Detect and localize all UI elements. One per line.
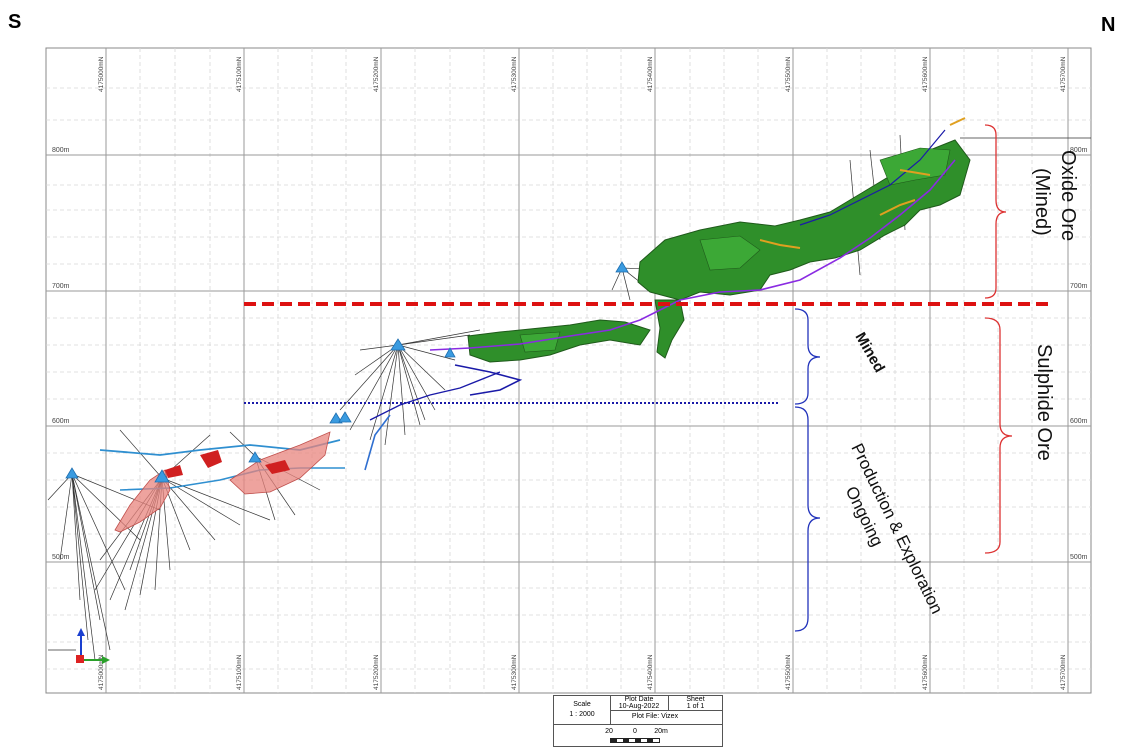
northing-top-label: 4175600mN: [922, 56, 929, 92]
oxide-brace: [984, 124, 1007, 299]
scale-cell: Scale 1 : 2000: [554, 696, 611, 725]
drill-traces: [47, 134, 1091, 661]
scale-bar: 20 0 20m: [554, 725, 722, 746]
collar-triangle: [154, 469, 170, 483]
plot-file-cell: Plot File: Vizex: [610, 711, 722, 725]
oxide-ore-body: [467, 139, 971, 363]
northing-bottom-label: 4175100mN: [236, 654, 243, 690]
elevation-right-label: 600m: [1070, 418, 1088, 425]
north-label: N: [1101, 14, 1116, 36]
scalebar-graphic: [610, 738, 660, 743]
northing-bottom-label: 4175700mN: [1060, 654, 1067, 690]
elevation-left-label: 800m: [52, 147, 70, 154]
elevation-left-label: 700m: [52, 283, 70, 290]
elevation-left-label: 500m: [52, 554, 70, 561]
collar-triangle: [65, 467, 79, 479]
northing-bottom-label: 4175600mN: [922, 654, 929, 690]
oxide-ore-annotation: Oxide Ore (Mined): [1031, 150, 1079, 247]
northing-top-label: 4175100mN: [236, 56, 243, 92]
plot-date-value: 10-Aug-2022: [618, 703, 660, 710]
sheet-cell: Sheet 1 of 1: [669, 696, 722, 711]
northing-top-label: 4175700mN: [1060, 56, 1067, 92]
drill-collars: [65, 261, 629, 483]
elevation-right-label: 700m: [1070, 283, 1088, 290]
scalebar-label: 20: [605, 728, 613, 735]
collar-triangle: [615, 261, 629, 273]
title-block: Scale 1 : 2000 Plot Date 10-Aug-2022 She…: [553, 695, 723, 747]
northing-top-label: 4175200mN: [373, 56, 380, 92]
sulphide-ore-body: [114, 431, 331, 533]
plot-date-label: Plot Date: [624, 696, 654, 703]
axis-triad-icon: [76, 628, 110, 664]
northing-bottom-label: 4175400mN: [647, 654, 654, 690]
northing-bottom-label: 4175300mN: [511, 654, 518, 690]
collar-triangle: [248, 451, 262, 463]
south-label: S: [8, 11, 22, 33]
elevation-left-label: 600m: [52, 418, 70, 425]
sheet-value: 1 of 1: [686, 703, 705, 710]
plot-file: Plot File: Vizex: [631, 713, 679, 720]
northing-top-label: 4175500mN: [785, 56, 792, 92]
plot-frame: [45, 47, 1092, 694]
sulphide-ore-annotation: Sulphide Ore: [1033, 344, 1055, 461]
plot-date-cell: Plot Date 10-Aug-2022: [610, 696, 669, 711]
scale-value: 1 : 2000: [569, 711, 595, 718]
elevation-right-label: 800m: [1070, 147, 1088, 154]
northing-bottom-label: 4175000mN: [98, 654, 105, 690]
northing-bottom-label: 4175500mN: [785, 654, 792, 690]
major-grid: [46, 48, 1091, 693]
northing-top-label: 4175400mN: [647, 56, 654, 92]
collar-triangle: [390, 338, 406, 351]
scale-label: Scale: [573, 701, 591, 708]
collar-triangle: [338, 411, 352, 423]
sheet-label: Sheet: [686, 696, 705, 703]
collar-triangle: [444, 347, 456, 358]
elevation-right-label: 500m: [1070, 554, 1088, 561]
mined-annotation: Mined: [852, 330, 888, 376]
northing-bottom-label: 4175200mN: [373, 654, 380, 690]
production-brace: [794, 406, 821, 632]
northing-top-label: 4175000mN: [98, 56, 105, 92]
collar-triangle: [329, 412, 343, 424]
northing-top-label: 4175300mN: [511, 56, 518, 92]
mined-brace: [794, 308, 821, 405]
sulphide-brace: [984, 317, 1013, 554]
scalebar-label: 20m: [654, 728, 668, 735]
scalebar-label: 0: [633, 728, 637, 735]
